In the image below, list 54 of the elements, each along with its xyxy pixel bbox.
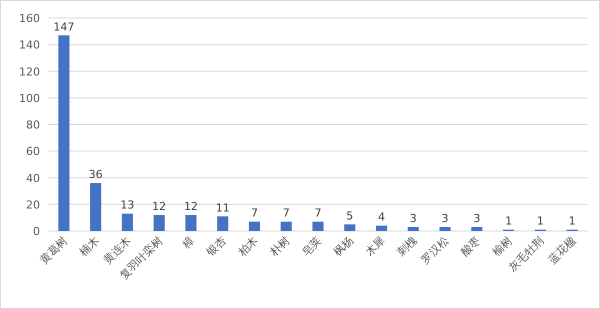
data-label: 1 [505,214,512,228]
data-label: 7 [250,206,258,220]
data-label: 7 [314,206,322,220]
y-tick-label: 40 [26,172,40,185]
bar [280,222,292,231]
data-label: 7 [282,206,290,220]
bar [471,227,482,231]
x-tick-label: 黄葛树 [37,234,70,266]
data-label: 12 [184,200,198,214]
bar [440,227,451,231]
y-tick-label: 160 [19,12,40,25]
x-tick-label: 蓝花楹 [546,234,578,266]
bar [408,227,419,231]
y-tick-label: 100 [19,92,40,105]
data-label: 4 [378,210,386,224]
x-tick-label: 银杏 [203,234,229,260]
bar [154,215,165,231]
data-label: 3 [442,212,449,226]
y-tick-label: 60 [26,145,40,158]
bar [376,226,388,231]
data-label: 1 [568,214,576,228]
y-tick-label: 20 [26,198,40,212]
data-label: 11 [216,201,230,214]
bar [122,214,133,231]
bar [312,222,324,231]
bar [58,35,70,231]
x-tick-label: 朴树 [266,234,292,260]
y-tick-label: 120 [19,65,40,78]
data-label: 1 [536,214,544,228]
x-tick-label: 罗汉松 [418,234,452,266]
x-tick-label: 枫杨 [331,234,356,259]
data-label: 3 [410,212,417,226]
data-label: 36 [88,168,103,182]
x-tick-label: 刺槐 [394,234,420,259]
bar [248,222,260,231]
bar [90,183,102,231]
x-tick-label: 樟 [179,234,198,252]
bar [217,216,228,231]
y-tick-label: 80 [26,118,40,132]
data-label: 5 [346,209,354,222]
x-tick-label: 皂荚 [299,234,324,259]
bar [344,224,356,231]
x-tick-label: 榆树 [490,234,515,259]
x-tick-label: 酸枣 [458,234,483,259]
data-label: 12 [152,200,166,214]
y-tick-label: 0 [33,225,40,238]
data-label: 3 [473,212,480,226]
data-label: 147 [53,20,74,34]
x-tick-label: 木犀 [362,234,388,259]
x-tick-label: 楠木 [77,234,102,259]
data-label: 13 [120,198,134,212]
x-tick-label: 柏木 [235,234,261,260]
bar [185,215,196,231]
y-tick-label: 140 [19,38,40,52]
